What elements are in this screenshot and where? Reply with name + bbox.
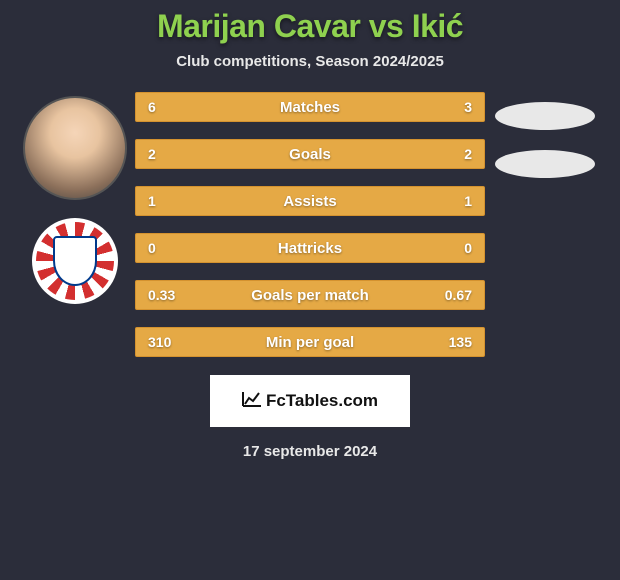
stat-bar-hattricks: 0 Hattricks 0 <box>135 233 485 263</box>
stat-bar-goals: 2 Goals 2 <box>135 139 485 169</box>
brand-text: FcTables.com <box>266 391 378 411</box>
page-title: Marijan Cavar vs Ikić <box>157 8 463 45</box>
stat-right-value: 1 <box>464 193 472 209</box>
stat-left-value: 0.33 <box>148 287 175 303</box>
stat-left-value: 0 <box>148 240 156 256</box>
club-badge-shield <box>53 236 97 286</box>
brand-box[interactable]: FcTables.com <box>210 375 410 427</box>
stat-left-value: 6 <box>148 99 156 115</box>
stat-label: Min per goal <box>266 334 354 351</box>
stat-right-value: 0 <box>464 240 472 256</box>
stat-left-value: 1 <box>148 193 156 209</box>
stat-left-value: 310 <box>148 334 171 350</box>
date-text: 17 september 2024 <box>243 443 377 460</box>
main-container: Marijan Cavar vs Ikić Club competitions,… <box>0 0 620 580</box>
stat-bar-goals-per-match: 0.33 Goals per match 0.67 <box>135 280 485 310</box>
stat-right-value: 2 <box>464 146 472 162</box>
chart-icon <box>242 391 262 412</box>
right-column <box>485 92 605 178</box>
stat-right-value: 3 <box>464 99 472 115</box>
stat-label: Goals per match <box>251 287 369 304</box>
stat-label: Goals <box>289 146 331 163</box>
stat-label: Matches <box>280 99 340 116</box>
stat-bar-min-per-goal: 310 Min per goal 135 <box>135 327 485 357</box>
stat-left-value: 2 <box>148 146 156 162</box>
stat-bar-matches: 6 Matches 3 <box>135 92 485 122</box>
player-photo <box>23 96 127 200</box>
opponent-badge-placeholder <box>495 150 595 178</box>
stats-column: 6 Matches 3 2 Goals 2 1 Assists 1 0 Hatt… <box>135 92 485 357</box>
page-subtitle: Club competitions, Season 2024/2025 <box>176 53 444 70</box>
club-badge-pattern <box>36 222 114 300</box>
opponent-photo-placeholder <box>495 102 595 130</box>
stat-right-value: 0.67 <box>445 287 472 303</box>
content-row: 6 Matches 3 2 Goals 2 1 Assists 1 0 Hatt… <box>0 92 620 357</box>
stat-bar-assists: 1 Assists 1 <box>135 186 485 216</box>
stat-right-value: 135 <box>449 334 472 350</box>
stat-label: Assists <box>283 193 336 210</box>
left-column <box>15 92 135 304</box>
club-badge <box>32 218 118 304</box>
stat-label: Hattricks <box>278 240 342 257</box>
